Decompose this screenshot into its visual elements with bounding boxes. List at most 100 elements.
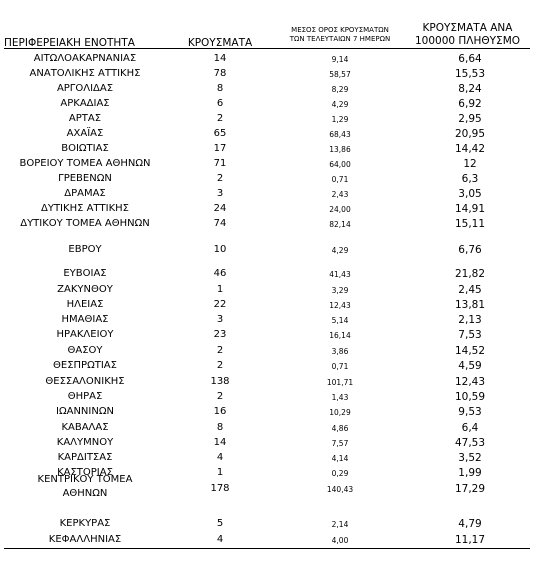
cell-cases: 74 xyxy=(213,218,227,229)
cell-avg-7-days: 9,14 xyxy=(331,55,349,64)
cell-avg-7-days: 140,43 xyxy=(326,485,354,494)
cell-per-100k: 15,11 xyxy=(454,218,486,230)
cell-avg-7-days: 24,00 xyxy=(329,205,351,214)
cell-region: ΘΑΣΟΥ xyxy=(67,345,103,356)
cell-region: ΓΡΕΒΕΝΩΝ xyxy=(58,173,112,184)
cell-per-100k: 21,82 xyxy=(454,268,486,280)
cell-region: ΘΕΣΣΑΛΟΝΙΚΗΣ xyxy=(45,376,125,387)
cell-avg-7-days: 4,14 xyxy=(331,454,349,463)
cell-cases: 22 xyxy=(213,299,227,310)
cell-per-100k: 2,95 xyxy=(458,113,482,125)
cell-avg-7-days: 13,86 xyxy=(329,145,351,154)
cell-cases: 2 xyxy=(216,173,224,184)
cell-avg-7-days: 0,71 xyxy=(331,175,349,184)
cell-per-100k: 9,53 xyxy=(458,406,482,418)
header-cases: ΚΡΟΥΣΜΑΤΑ xyxy=(187,37,253,49)
cell-region: ΑΡΚΑΔΙΑΣ xyxy=(60,98,110,109)
header-per-line1: ΚΡΟΥΣΜΑΤΑ ΑΝΑ xyxy=(422,22,513,34)
cell-avg-7-days: 8,29 xyxy=(331,85,349,94)
cell-cases: 24 xyxy=(213,203,227,214)
cell-cases: 10 xyxy=(213,244,227,255)
cell-region: ΘΕΣΠΡΩΤΙΑΣ xyxy=(53,360,117,371)
cell-per-100k: 14,91 xyxy=(454,203,486,215)
cell-avg-7-days: 12,43 xyxy=(329,301,351,310)
cell-per-100k: 12,43 xyxy=(454,376,486,388)
cell-region: ΕΒΡΟΥ xyxy=(68,244,102,255)
cell-region: ΔΥΤΙΚΗΣ ΑΤΤΙΚΗΣ xyxy=(41,203,129,214)
cell-avg-7-days: 7,57 xyxy=(331,439,349,448)
cell-per-100k: 4,59 xyxy=(458,360,482,372)
cell-region: ΑΡΓΟΛΙΔΑΣ xyxy=(56,83,114,94)
cell-region: ΚΕΦΑΛΛΗΝΙΑΣ xyxy=(48,534,122,545)
cell-cases: 16 xyxy=(213,406,227,417)
cell-region: ΗΡΑΚΛΕΙΟΥ xyxy=(56,329,114,340)
cell-cases: 46 xyxy=(213,268,227,279)
cell-per-100k: 6,76 xyxy=(458,244,482,256)
cell-per-100k: 20,95 xyxy=(454,128,486,140)
cell-region: ΑΙΤΩΛΟΑΚΑΡΝΑΝΙΑΣ xyxy=(33,53,137,64)
header-per-line2: 100000 ΠΛΗΘΥΣΜΟ xyxy=(414,35,521,47)
cell-cases: 1 xyxy=(216,284,224,295)
cell-avg-7-days: 4,29 xyxy=(331,100,349,109)
cell-per-100k: 14,52 xyxy=(454,345,486,357)
cell-cases: 178 xyxy=(210,483,230,494)
cell-cases: 23 xyxy=(213,329,227,340)
cell-region: ΔΥΤΙΚΟΥ ΤΟΜΕΑ ΑΘΗΝΩΝ xyxy=(20,218,150,229)
cell-cases: 8 xyxy=(216,422,224,433)
cell-cases: 14 xyxy=(213,437,227,448)
cell-cases: 17 xyxy=(213,143,227,154)
cell-avg-7-days: 41,43 xyxy=(329,270,351,279)
cell-region: ΚΕΡΚΥΡΑΣ xyxy=(59,518,111,529)
header-divider xyxy=(4,48,530,49)
cell-per-100k: 3,52 xyxy=(458,452,482,464)
cell-cases: 8 xyxy=(216,83,224,94)
cell-region: ΚΑΡΔΙΤΣΑΣ xyxy=(57,452,113,463)
cell-cases: 5 xyxy=(216,518,224,529)
cell-avg-7-days: 10,29 xyxy=(329,408,351,417)
cell-avg-7-days: 58,57 xyxy=(329,70,351,79)
cell-region: ΗΛΕΙΑΣ xyxy=(66,299,104,310)
cell-cases: 1 xyxy=(216,467,224,478)
cell-avg-7-days: 16,14 xyxy=(329,331,351,340)
header-avg-line2: ΤΩΝ ΤΕΛΕΥΤΑΙΩΝ 7 ΗΜΕΡΩΝ xyxy=(289,35,391,43)
cell-per-100k: 47,53 xyxy=(454,437,486,449)
cell-cases: 2 xyxy=(216,360,224,371)
cell-cases: 138 xyxy=(210,376,230,387)
cell-region: ΑΝΑΤΟΛΙΚΗΣ ΑΤΤΙΚΗΣ xyxy=(29,68,141,79)
cell-region: ΘΗΡΑΣ xyxy=(67,391,103,402)
cell-region: ΙΩΑΝΝΙΝΩΝ xyxy=(56,406,114,417)
cell-per-100k: 6,4 xyxy=(461,422,479,434)
cell-avg-7-days: 3,86 xyxy=(331,347,349,356)
cell-cases: 71 xyxy=(213,158,227,169)
cell-cases: 2 xyxy=(216,113,224,124)
cell-per-100k: 7,53 xyxy=(458,329,482,341)
header-avg-line1: ΜΕΣΟΣ ΟΡΟΣ ΚΡΟΥΣΜΑΤΩΝ xyxy=(291,26,389,34)
cell-avg-7-days: 0,71 xyxy=(331,362,349,371)
cell-avg-7-days: 68,43 xyxy=(329,130,351,139)
cell-per-100k: 3,05 xyxy=(458,188,482,200)
cell-region: ΕΥΒΟΙΑΣ xyxy=(63,268,107,279)
bottom-divider xyxy=(4,548,530,549)
cell-per-100k: 12 xyxy=(463,158,477,170)
cell-per-100k: 2,13 xyxy=(458,314,482,326)
cell-per-100k: 11,17 xyxy=(454,534,486,546)
cell-region: ΚΑΛΥΜΝΟΥ xyxy=(56,437,114,448)
cell-region: ΒΟΙΩΤΙΑΣ xyxy=(61,143,109,154)
cell-per-100k: 6,92 xyxy=(458,98,482,110)
cell-cases: 2 xyxy=(216,345,224,356)
cell-avg-7-days: 3,29 xyxy=(331,286,349,295)
cell-avg-7-days: 1,29 xyxy=(331,115,349,124)
cell-avg-7-days: 4,00 xyxy=(331,536,349,545)
cell-cases: 4 xyxy=(216,534,224,545)
header-region: ΠΕΡΙΦΕΡΕΙΑΚΗ ΕΝΟΤΗΤΑ xyxy=(4,37,135,49)
cell-cases: 3 xyxy=(216,314,224,325)
cell-region-line2: ΑΘΗΝΩΝ xyxy=(62,488,108,499)
cell-region: ΖΑΚΥΝΘΟΥ xyxy=(57,284,113,295)
cell-region: ΑΡΤΑΣ xyxy=(68,113,102,124)
cell-region: ΒΟΡΕΙΟΥ ΤΟΜΕΑ ΑΘΗΝΩΝ xyxy=(19,158,151,169)
cell-per-100k: 4,79 xyxy=(458,518,482,530)
cell-per-100k: 8,24 xyxy=(458,83,482,95)
cell-per-100k: 6,64 xyxy=(458,53,482,65)
cell-region: ΚΑΣΤΟΡΙΑΣ xyxy=(57,467,113,478)
cell-per-100k: 6,3 xyxy=(461,173,479,185)
